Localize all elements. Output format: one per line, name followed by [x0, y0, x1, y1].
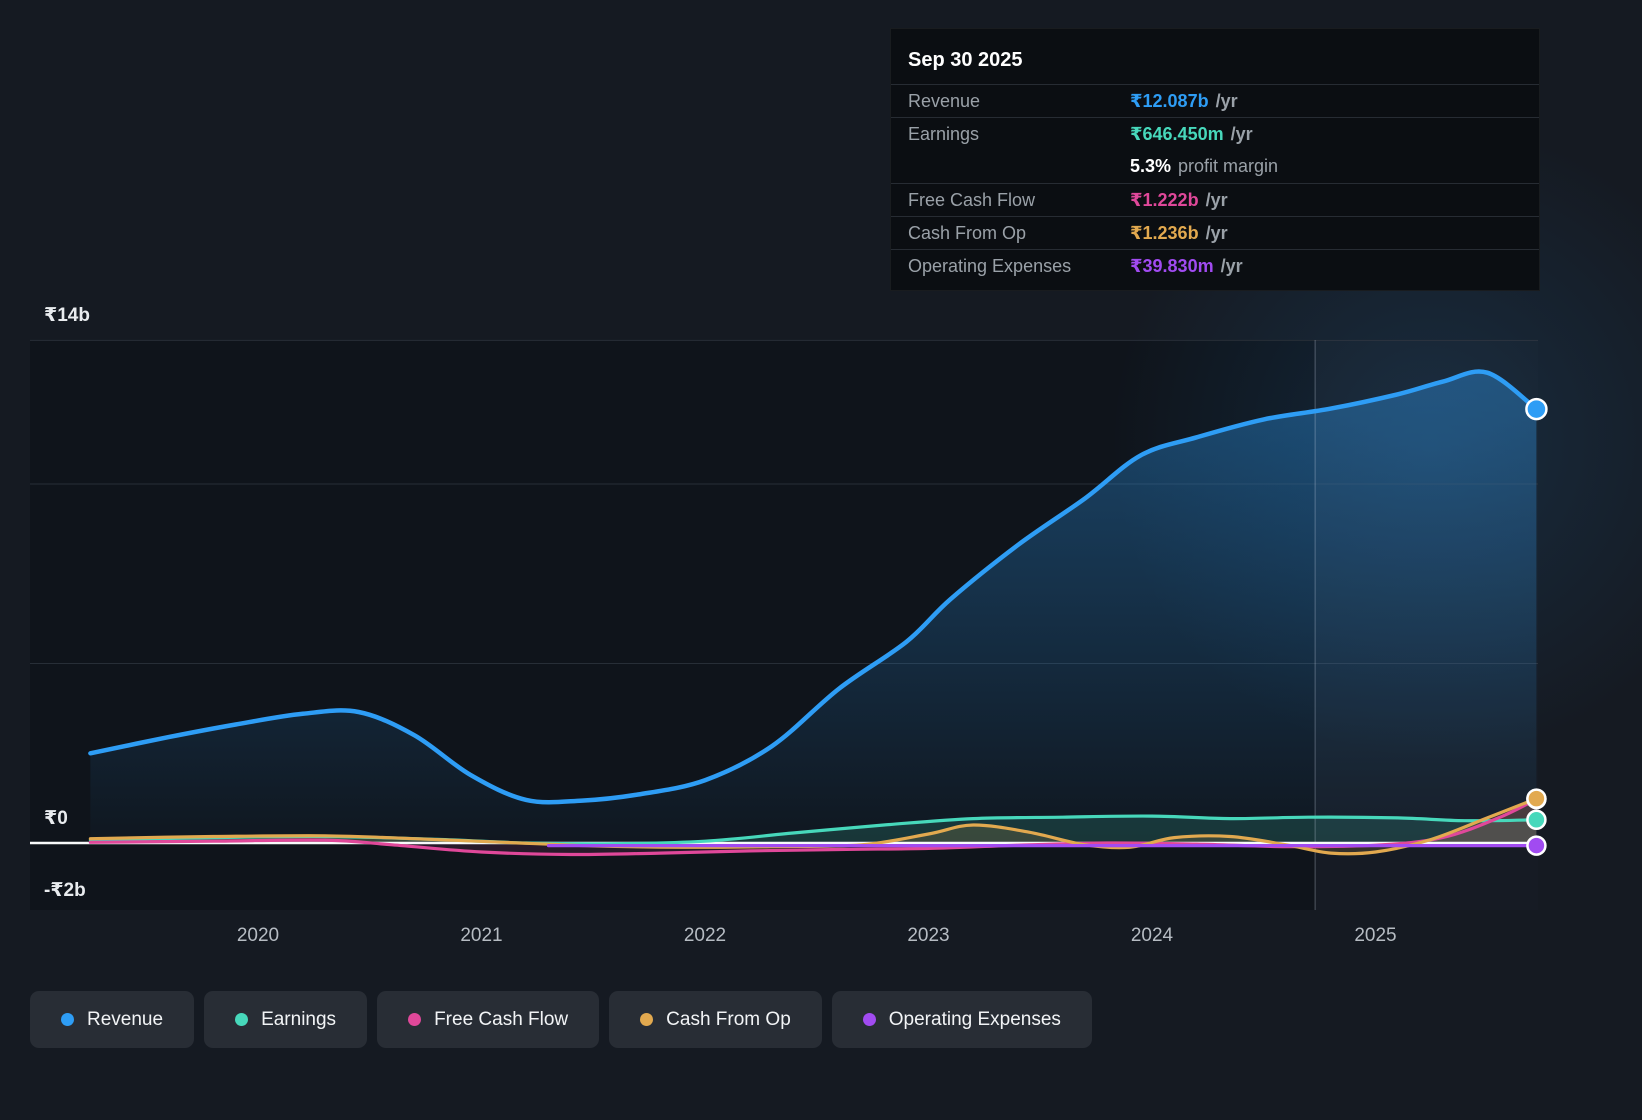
tooltip-row-label: Cash From Op [908, 222, 1027, 243]
y-tick-label: ₹14b [44, 305, 90, 327]
legend-label: Earnings [261, 1008, 337, 1030]
tooltip-row-revenue: Revenue ₹12.087b/yr [891, 84, 1539, 117]
revenue-area [90, 371, 1537, 843]
x-tick-label: 2022 [683, 925, 727, 946]
legend-label: Operating Expenses [888, 1008, 1061, 1030]
legend-item-free-cash-flow[interactable]: Free Cash Flow [377, 991, 600, 1048]
earnings-end-marker [1526, 809, 1547, 831]
legend-item-operating-expenses[interactable]: Operating Expenses [831, 991, 1092, 1048]
cash-from-op-line [88, 797, 1538, 856]
legend: Revenue Earnings Free Cash Flow Cash From O… [30, 991, 1092, 1048]
x-tick-label: 2021 [460, 925, 503, 946]
cash-from-op-area [90, 798, 1537, 854]
legend-item-cash-from-op[interactable]: Cash From Op [609, 991, 822, 1048]
x-tick-label: 2025 [1354, 925, 1397, 946]
operating-expenses-legend-dot-icon [862, 1013, 876, 1026]
data-tooltip: Sep 30 2025 Revenue ₹12.087b/yr Earnings ₹6… [890, 28, 1540, 291]
tooltip-row-suffix: /yr [1205, 189, 1228, 210]
tooltip-row-profit-margin: 5.3% profit margin [891, 150, 1539, 183]
x-tick-label: 2020 [236, 925, 280, 946]
revenue-legend-dot-icon [61, 1013, 74, 1026]
profit-margin-value: 5.3% [1130, 156, 1172, 176]
legend-label: Revenue [87, 1008, 164, 1030]
revenue-line [88, 369, 1539, 805]
legend-label: Free Cash Flow [434, 1008, 569, 1030]
tooltip-row-suffix: /yr [1215, 90, 1238, 111]
revenue-end-marker [1525, 397, 1548, 421]
tooltip-row-value: ₹1.222b [1130, 189, 1199, 210]
tooltip-row-earnings: Earnings ₹646.450m/yr [891, 117, 1539, 150]
tooltip-row-suffix: /yr [1205, 222, 1228, 243]
legend-item-revenue[interactable]: Revenue [30, 991, 195, 1048]
tooltip-row-label: Revenue [908, 90, 981, 111]
x-tick-label: 2023 [907, 925, 950, 946]
cash-from-op-end-marker [1526, 788, 1547, 809]
legend-label: Cash From Op [666, 1008, 791, 1030]
y-tick-label: ₹0 [44, 808, 68, 829]
profit-margin-suffix: profit margin [1178, 156, 1279, 176]
x-tick-label: 2024 [1130, 925, 1174, 946]
tooltip-row-label: Operating Expenses [908, 255, 1072, 276]
tooltip-row-suffix: /yr [1220, 255, 1243, 276]
free-cash-flow-legend-dot-icon [408, 1013, 422, 1026]
tooltip-row-value: ₹646.450m [1130, 123, 1224, 144]
operating-expenses-end-marker [1526, 835, 1547, 856]
tooltip-row-value: ₹12.087b [1130, 90, 1209, 111]
y-tick-label: -₹2b [44, 879, 86, 901]
tooltip-rows: Revenue ₹12.087b/yr Earnings ₹646.450m/yr 5.… [891, 84, 1539, 282]
tooltip-row-cash-from-op: Cash From Op ₹1.236b/yr [891, 216, 1539, 249]
tooltip-date: Sep 30 2025 [908, 49, 1023, 71]
tooltip-row-label: Free Cash Flow [908, 189, 1036, 210]
earnings-legend-dot-icon [235, 1013, 249, 1026]
tooltip-row-value: ₹39.830m [1130, 255, 1214, 276]
legend-item-earnings[interactable]: Earnings [204, 991, 368, 1048]
tooltip-row-suffix: /yr [1230, 123, 1253, 144]
cash-from-op-legend-dot-icon [640, 1013, 654, 1026]
tooltip-row-label: Earnings [908, 123, 980, 144]
tooltip-row-free-cash-flow: Free Cash Flow ₹1.222b/yr [891, 183, 1539, 216]
future-overlay [1315, 340, 1538, 910]
tooltip-row-value: ₹1.236b [1130, 222, 1199, 243]
tooltip-row-operating-expenses: Operating Expenses ₹39.830m/yr [891, 249, 1539, 282]
